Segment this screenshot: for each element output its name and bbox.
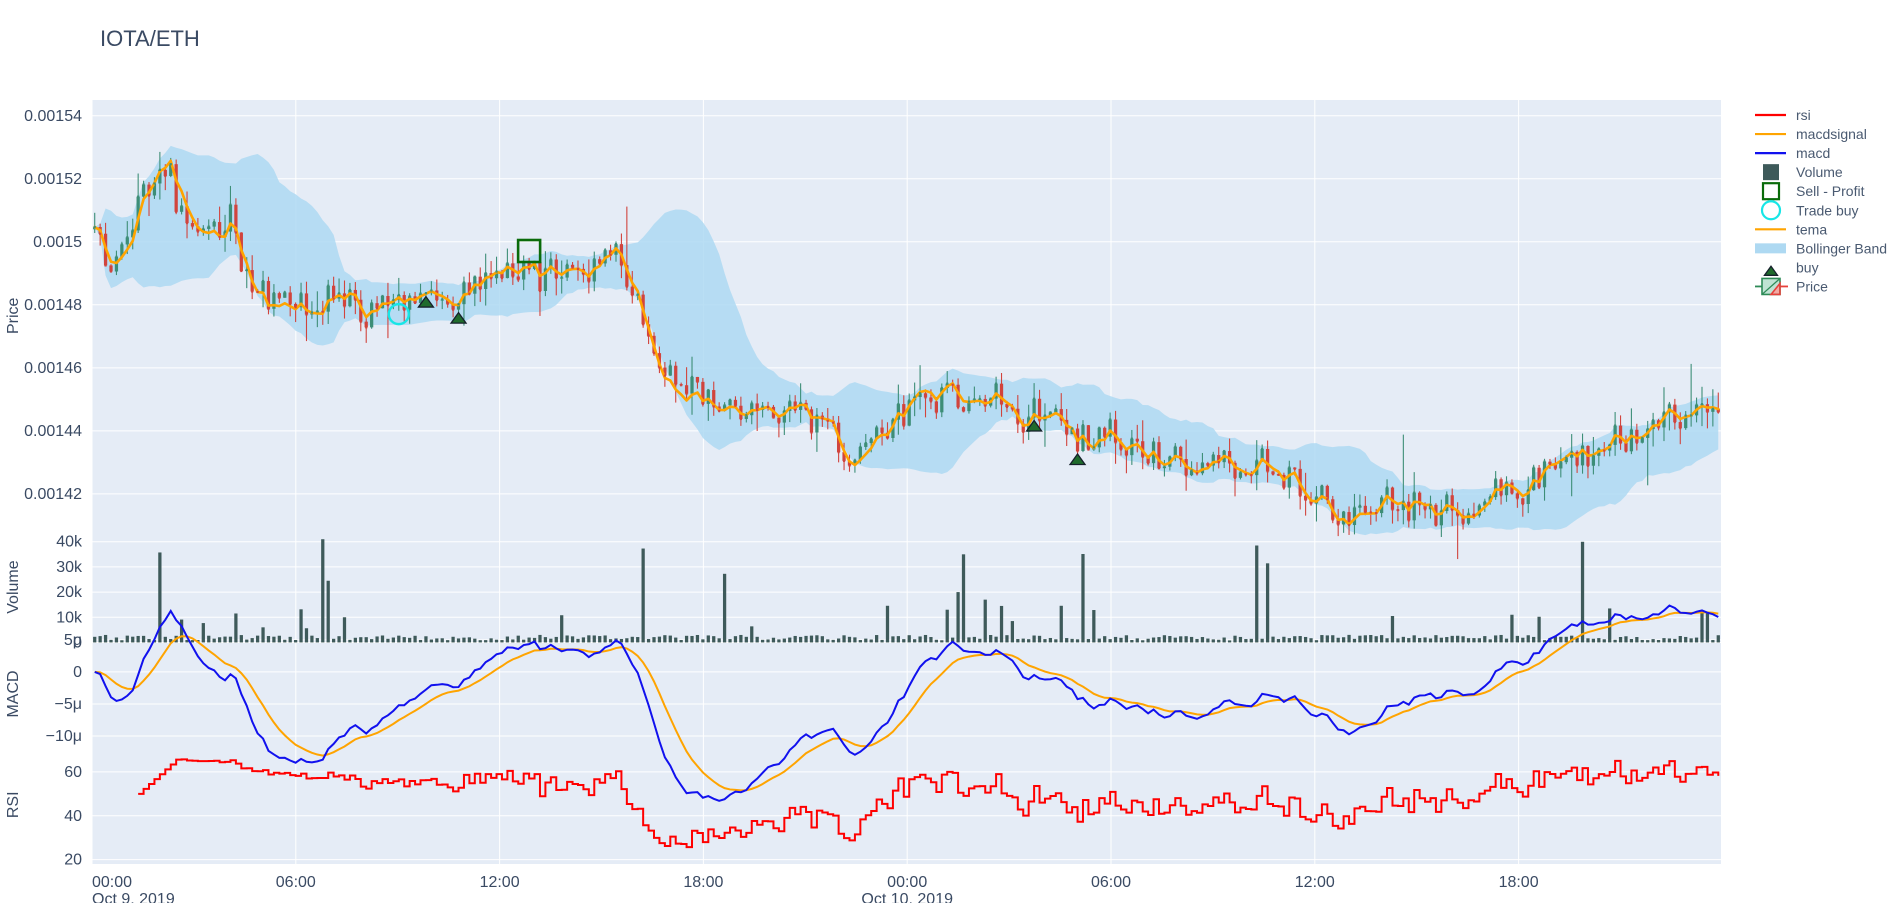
- svg-text:buy: buy: [1796, 259, 1819, 275]
- svg-text:0.0015: 0.0015: [33, 234, 82, 251]
- svg-text:00:00: 00:00: [887, 874, 927, 891]
- svg-text:06:00: 06:00: [276, 874, 316, 891]
- svg-text:Sell - Profit: Sell - Profit: [1796, 183, 1865, 199]
- svg-text:Price: Price: [1796, 278, 1828, 294]
- svg-text:12:00: 12:00: [480, 874, 520, 891]
- svg-text:macdsignal: macdsignal: [1796, 126, 1867, 142]
- svg-text:Oct 10, 2019: Oct 10, 2019: [861, 891, 953, 903]
- svg-text:12:00: 12:00: [1295, 874, 1335, 891]
- svg-text:Bollinger Band: Bollinger Band: [1796, 240, 1887, 256]
- svg-text:Volume: Volume: [1796, 164, 1843, 180]
- svg-text:18:00: 18:00: [683, 874, 723, 891]
- svg-text:5μ: 5μ: [64, 632, 82, 649]
- svg-text:30k: 30k: [56, 559, 83, 576]
- svg-text:40: 40: [64, 808, 82, 825]
- svg-text:tema: tema: [1796, 221, 1827, 237]
- svg-text:0.00148: 0.00148: [24, 297, 82, 314]
- svg-text:MACD: MACD: [5, 670, 22, 717]
- svg-text:Oct 9, 2019: Oct 9, 2019: [92, 891, 175, 903]
- svg-text:20k: 20k: [56, 584, 83, 601]
- svg-text:60: 60: [64, 764, 82, 781]
- svg-text:0.00142: 0.00142: [24, 486, 82, 503]
- svg-text:0.00146: 0.00146: [24, 360, 82, 377]
- svg-text:0.00154: 0.00154: [24, 108, 82, 125]
- svg-text:0: 0: [73, 664, 82, 681]
- svg-text:−10μ: −10μ: [46, 728, 82, 745]
- svg-text:macd: macd: [1796, 145, 1830, 161]
- svg-text:06:00: 06:00: [1091, 874, 1131, 891]
- svg-text:RSI: RSI: [5, 791, 22, 818]
- svg-text:40k: 40k: [56, 534, 83, 551]
- svg-text:20: 20: [64, 852, 82, 869]
- svg-text:18:00: 18:00: [1499, 874, 1539, 891]
- svg-text:0.00152: 0.00152: [24, 171, 82, 188]
- svg-text:Price: Price: [5, 298, 22, 335]
- svg-text:IOTA/ETH: IOTA/ETH: [100, 26, 200, 51]
- svg-text:10k: 10k: [56, 609, 83, 626]
- svg-text:rsi: rsi: [1796, 107, 1811, 123]
- svg-text:Volume: Volume: [5, 560, 22, 613]
- svg-text:0.00144: 0.00144: [24, 423, 82, 440]
- svg-text:00:00: 00:00: [92, 874, 132, 891]
- svg-text:−5μ: −5μ: [55, 696, 82, 713]
- svg-text:Trade buy: Trade buy: [1796, 202, 1859, 218]
